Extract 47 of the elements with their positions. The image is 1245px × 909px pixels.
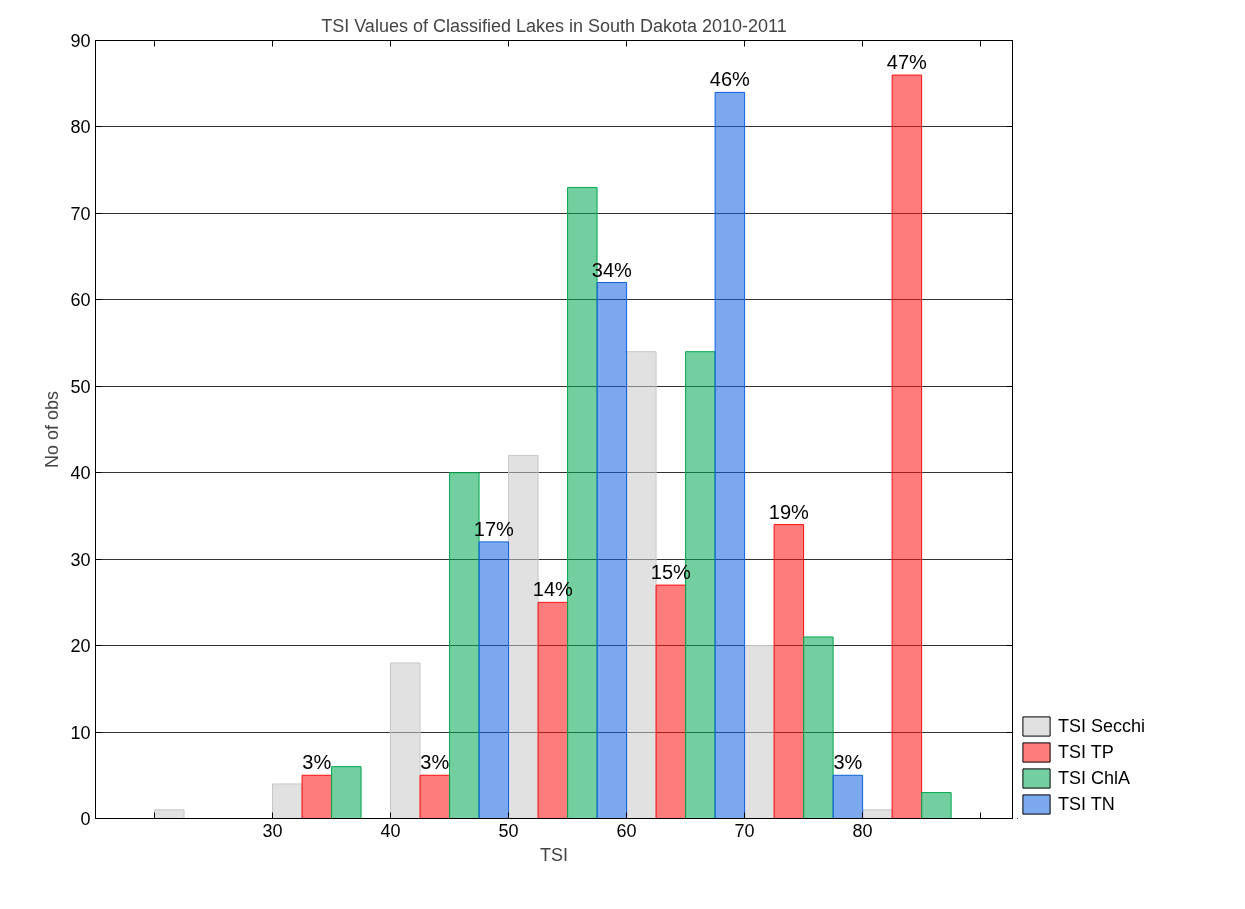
legend-label: TSI Secchi [1058, 715, 1146, 737]
legend-label: TSI ChlA [1058, 767, 1131, 789]
y-tick-label: 30 [70, 549, 91, 570]
y-tick-label: 80 [70, 117, 91, 138]
x-tick-label: 60 [616, 820, 637, 841]
bar [301, 774, 333, 819]
y-tick-label: 50 [70, 376, 91, 397]
y-tick-label: 20 [70, 636, 91, 657]
annotation: 3% [833, 751, 863, 774]
y-tick-label: 60 [70, 290, 91, 311]
bar [832, 774, 864, 819]
bar [596, 282, 628, 819]
legend-label: TSI TP [1058, 741, 1114, 763]
bar [478, 541, 510, 819]
bar [272, 783, 303, 819]
y-axis-title: No of obs [42, 390, 63, 469]
bar [331, 766, 362, 819]
x-tick-label: 80 [852, 820, 873, 841]
annotation: 19% [768, 500, 810, 523]
annotation: 46% [709, 68, 751, 91]
x-tick-label: 30 [262, 820, 283, 841]
y-tick-label: 10 [70, 722, 91, 743]
bar [714, 91, 746, 819]
x-tick-label: 40 [380, 820, 401, 841]
y-tick-label: 90 [70, 31, 91, 51]
bar [655, 584, 687, 819]
y-tick-label: 0 [80, 809, 91, 829]
y-tick-label: 70 [70, 203, 91, 224]
x-axis-title: TSI [540, 844, 569, 865]
x-tick-label: 50 [498, 820, 519, 841]
legend-label: TSI TN [1058, 793, 1115, 815]
bar [862, 809, 893, 819]
annotation: 47% [886, 51, 928, 74]
bar [419, 774, 451, 819]
chart-title: TSI Values of Classified Lakes in South Dakota 2010-2011 [321, 15, 787, 36]
bar [154, 809, 185, 819]
bar [803, 636, 834, 819]
bar [390, 662, 421, 819]
bar [773, 524, 805, 819]
annotation: 3% [420, 751, 450, 774]
x-tick-label: 70 [734, 820, 755, 841]
bar [744, 645, 775, 819]
bar [537, 601, 569, 819]
y-tick-label: 40 [70, 463, 91, 484]
bar [921, 792, 952, 819]
annotation: 3% [302, 751, 332, 774]
bar [891, 74, 923, 819]
